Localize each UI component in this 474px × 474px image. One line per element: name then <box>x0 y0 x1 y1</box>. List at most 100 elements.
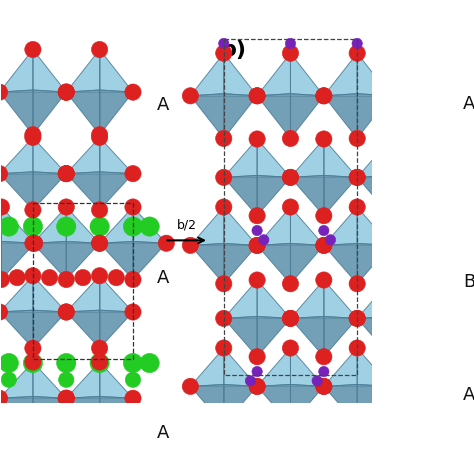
Circle shape <box>416 275 432 292</box>
Circle shape <box>316 237 332 254</box>
Polygon shape <box>324 384 357 425</box>
Circle shape <box>91 268 108 284</box>
Circle shape <box>316 378 332 394</box>
Circle shape <box>125 423 141 439</box>
Circle shape <box>182 378 199 394</box>
Polygon shape <box>257 139 291 177</box>
Circle shape <box>9 269 25 286</box>
Polygon shape <box>0 362 33 398</box>
Circle shape <box>125 84 141 100</box>
Circle shape <box>91 129 108 146</box>
Polygon shape <box>224 139 257 177</box>
Polygon shape <box>224 207 257 246</box>
Circle shape <box>58 84 74 100</box>
Polygon shape <box>357 53 391 96</box>
Circle shape <box>182 237 199 254</box>
Text: A: A <box>157 96 169 114</box>
Polygon shape <box>224 421 257 459</box>
Circle shape <box>90 354 109 373</box>
Circle shape <box>25 340 41 356</box>
Circle shape <box>416 310 432 327</box>
Circle shape <box>316 348 332 365</box>
Circle shape <box>182 88 199 104</box>
Circle shape <box>0 84 8 100</box>
Polygon shape <box>391 348 424 386</box>
Circle shape <box>349 451 365 467</box>
Polygon shape <box>391 280 424 319</box>
Circle shape <box>90 217 109 236</box>
Polygon shape <box>291 139 324 177</box>
Polygon shape <box>324 175 357 216</box>
Text: b): b) <box>220 40 246 60</box>
Polygon shape <box>0 276 33 312</box>
Circle shape <box>349 451 365 467</box>
Polygon shape <box>224 348 257 386</box>
Circle shape <box>416 451 432 467</box>
Circle shape <box>91 340 108 356</box>
Circle shape <box>41 269 58 286</box>
Polygon shape <box>357 348 391 386</box>
Polygon shape <box>0 241 1 280</box>
Circle shape <box>58 271 74 288</box>
Polygon shape <box>0 207 1 243</box>
Circle shape <box>91 127 108 143</box>
Polygon shape <box>224 94 257 138</box>
Polygon shape <box>357 421 391 459</box>
Circle shape <box>316 237 332 254</box>
Circle shape <box>416 199 432 215</box>
Circle shape <box>91 459 108 474</box>
Circle shape <box>25 426 41 443</box>
Text: A: A <box>463 95 474 113</box>
Circle shape <box>249 272 265 288</box>
Circle shape <box>58 390 74 406</box>
Polygon shape <box>257 244 291 284</box>
Polygon shape <box>0 137 33 173</box>
Polygon shape <box>100 465 133 474</box>
Polygon shape <box>33 90 66 135</box>
Circle shape <box>349 417 365 433</box>
Circle shape <box>245 375 255 386</box>
Circle shape <box>216 310 232 327</box>
Polygon shape <box>33 207 66 243</box>
Polygon shape <box>391 175 424 216</box>
Polygon shape <box>391 207 424 246</box>
Circle shape <box>449 237 465 254</box>
Polygon shape <box>100 310 133 348</box>
Circle shape <box>383 378 399 394</box>
Circle shape <box>216 275 232 292</box>
Circle shape <box>316 378 332 394</box>
Circle shape <box>216 130 232 146</box>
Polygon shape <box>191 348 224 386</box>
Circle shape <box>416 417 432 433</box>
Polygon shape <box>224 457 257 474</box>
Circle shape <box>56 217 76 236</box>
Polygon shape <box>133 465 166 474</box>
Polygon shape <box>324 53 357 96</box>
Circle shape <box>0 217 18 236</box>
Circle shape <box>27 459 43 474</box>
Circle shape <box>349 169 365 185</box>
Polygon shape <box>291 348 324 386</box>
Polygon shape <box>357 207 391 246</box>
Polygon shape <box>291 244 324 284</box>
Circle shape <box>349 130 365 146</box>
Polygon shape <box>66 396 100 435</box>
Circle shape <box>0 354 18 373</box>
Polygon shape <box>324 244 357 284</box>
Circle shape <box>58 390 74 406</box>
Polygon shape <box>66 310 100 348</box>
Circle shape <box>216 417 232 433</box>
Polygon shape <box>1 207 35 243</box>
Circle shape <box>0 271 9 288</box>
Circle shape <box>316 88 332 104</box>
Text: B: B <box>463 273 474 291</box>
Circle shape <box>383 378 399 394</box>
Circle shape <box>416 340 432 356</box>
Circle shape <box>283 310 299 327</box>
Polygon shape <box>257 175 291 216</box>
Circle shape <box>219 38 229 49</box>
Circle shape <box>216 199 232 215</box>
Circle shape <box>283 199 299 215</box>
Circle shape <box>58 165 74 182</box>
Polygon shape <box>0 396 33 435</box>
